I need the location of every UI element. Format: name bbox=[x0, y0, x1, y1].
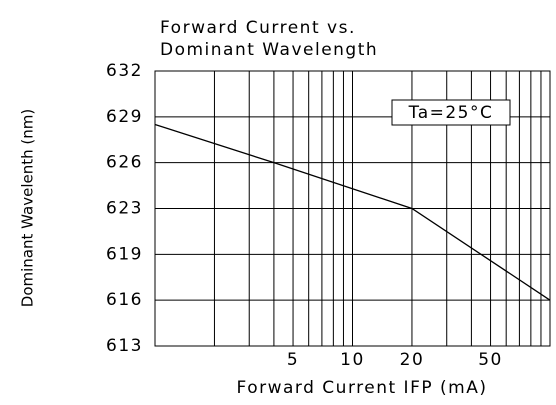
y-tick-label: 616 bbox=[106, 290, 143, 310]
annotation-box bbox=[391, 99, 511, 126]
x-tick-label: 10 bbox=[340, 350, 365, 370]
x-tick-label: 5 bbox=[287, 350, 299, 370]
chart-title: Forward Current vs. bbox=[160, 18, 356, 38]
y-tick-label: 613 bbox=[106, 336, 143, 356]
annotation: Ta=25°C bbox=[408, 103, 494, 123]
y-tick-label: 629 bbox=[106, 107, 143, 127]
data-line bbox=[154, 123, 551, 301]
chart-title: Dominant Wavelength bbox=[160, 40, 378, 60]
x-axis-label: Forward Current IFP (mA) bbox=[237, 378, 488, 398]
x-tick-label: 20 bbox=[400, 350, 425, 370]
y-axis-label: Dominant Wavelenth (nm) bbox=[19, 109, 37, 307]
y-tick-label: 619 bbox=[106, 244, 143, 264]
y-tick-label: 632 bbox=[106, 61, 143, 81]
y-tick-label: 626 bbox=[106, 153, 143, 173]
x-tick-label: 50 bbox=[478, 350, 503, 370]
y-tick-label: 623 bbox=[106, 199, 143, 219]
